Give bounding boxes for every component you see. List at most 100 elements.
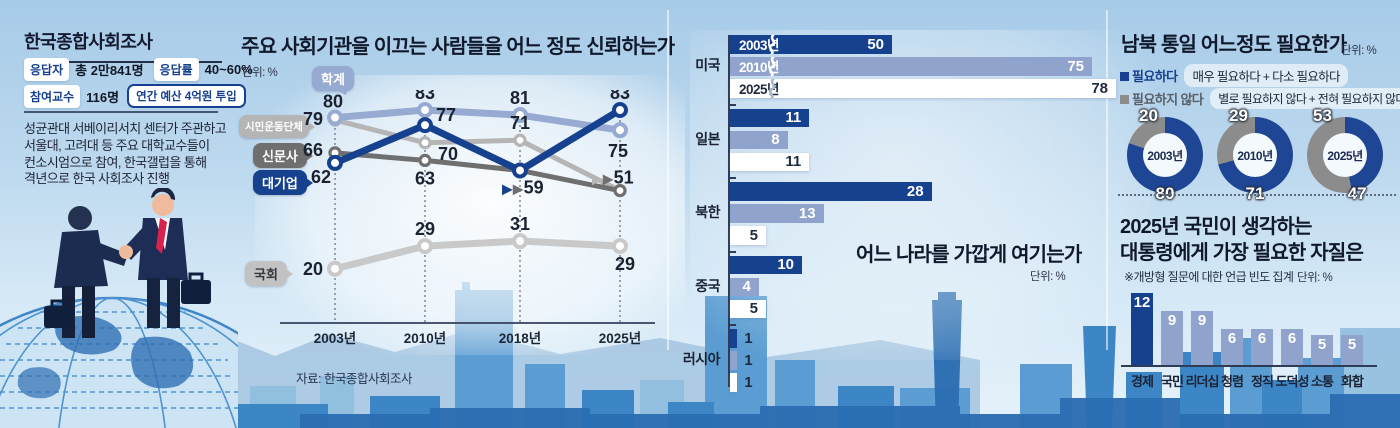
data-point <box>612 238 628 255</box>
value-label: 79 <box>303 109 323 129</box>
legend-row-not-need: 필요하지 않다 별로 필요하지 않다 + 전혀 필요하지 않다 <box>1120 88 1400 109</box>
legend-not-need-desc: 별로 필요하지 않다 + 전혀 필요하지 않다 <box>1210 88 1400 109</box>
president-chart-title-line1: 2025년 국민이 생각하는 <box>1120 216 1312 238</box>
legend-swatch-need <box>1120 72 1129 81</box>
line-시민운동단체 <box>332 117 623 194</box>
country-label: 미국 <box>695 57 720 73</box>
series-badge-national-assembly: 국회 <box>245 261 293 286</box>
donut-center-year: 2025년 <box>1323 133 1367 177</box>
x-axis-label: 2025년 <box>599 331 641 346</box>
divider <box>24 111 218 113</box>
bar-value: 1 <box>744 351 753 369</box>
quality-label: 정직 <box>1251 374 1274 389</box>
trust-chart-title: 주요 사회기관을 이끄는 사람들을 어느 정도 신뢰하는가 <box>241 36 675 58</box>
quality-label: 국민 <box>1161 374 1184 389</box>
bar-2025년: 1 <box>730 373 753 392</box>
businessman-left <box>44 206 128 338</box>
dotted-separator <box>1118 194 1396 196</box>
donut-label-need: 71 <box>1245 184 1265 203</box>
donut-center-year: 2003년 <box>1143 133 1187 177</box>
trust-chart-unit: 단위: % <box>242 67 278 79</box>
bar-value: 11 <box>785 109 802 127</box>
donut-center-year: 2010년 <box>1233 133 1277 177</box>
series-badge-civic-groups: 시민운동단체 <box>239 115 315 138</box>
country-label: 북한 <box>695 204 720 220</box>
x-axis-label: 2010년 <box>404 331 446 346</box>
series-label: 2010년 <box>739 60 779 76</box>
bar-value: 9 <box>1167 312 1177 329</box>
stat-label-professors: 참여교수 <box>24 84 81 108</box>
data-point <box>327 109 343 126</box>
data-point <box>418 153 432 168</box>
axis-break-mark <box>768 57 776 76</box>
bar-value: 6 <box>1257 330 1267 347</box>
line-국회 <box>331 237 624 273</box>
quality-bar-청렴: 6 <box>1221 329 1243 365</box>
bar-value: 75 <box>1067 57 1084 75</box>
value-label: 66 <box>303 140 323 160</box>
section-divider <box>1106 10 1108 350</box>
value-label: 62 <box>311 167 331 187</box>
line-학계 <box>331 106 624 134</box>
donut-2003년: 2003년 20 80 <box>1127 106 1203 203</box>
data-point <box>417 238 433 255</box>
data-point <box>417 117 433 134</box>
data-point <box>512 233 528 250</box>
donut-2010년: 2010년 29 71 <box>1217 106 1293 203</box>
value-label: 29 <box>415 219 435 239</box>
budget-badge: 연간 예산 4억원 투입 <box>127 84 246 108</box>
bar-2010년: 13 <box>730 204 824 223</box>
quality-bar-화합: 5 <box>1341 335 1363 365</box>
arrow-value-label: ▶▶59 <box>502 177 544 197</box>
series-badge-conglomerates: 대기업 <box>253 170 313 195</box>
donut-label-need: 47 <box>1347 184 1367 203</box>
bar-2010년: 2010년 75 <box>730 57 1092 76</box>
donut-label-not-need: 20 <box>1139 106 1158 125</box>
trust-line-chart: 2003년 2010년 2018년 2025년 80 83 81 75 79 70 71 66 63 62… <box>280 90 655 346</box>
arrow-value-label: ▶▶51 <box>592 168 634 188</box>
unification-title: 남북 통일 어느정도 필요한가 <box>1121 34 1347 56</box>
value-label: 20 <box>303 259 323 279</box>
quality-label: 도덕성 <box>1275 374 1310 389</box>
data-point <box>327 154 343 171</box>
value-label: 83 <box>610 90 630 103</box>
value-label: 81 <box>510 90 530 108</box>
quality-bar-정직: 6 <box>1251 329 1273 365</box>
line-신문사 <box>332 150 623 194</box>
quality-label: 청렴 <box>1221 374 1244 389</box>
quality-label: 화합 <box>1341 374 1364 389</box>
quality-label: 리더십 <box>1185 374 1220 389</box>
survey-title: 한국종합사회조사 <box>24 28 222 63</box>
axis-tick <box>728 103 736 106</box>
bar-2003년: 2003년 50 <box>730 35 892 54</box>
stat-value-professors: 116명 <box>86 89 120 105</box>
quality-label: 경제 <box>1131 374 1154 389</box>
value-label: 71 <box>510 113 530 133</box>
donut-label-need: 80 <box>1155 184 1175 203</box>
bar-value: 10 <box>777 256 794 274</box>
value-label: 83 <box>415 90 435 103</box>
quality-bar-도덕성: 6 <box>1281 329 1303 365</box>
country-label: 중국 <box>695 277 720 294</box>
value-label: 29 <box>615 254 635 274</box>
axis-tick <box>728 324 736 326</box>
value-label: 31 <box>510 214 530 234</box>
bar-value: 5 <box>749 226 758 244</box>
bar-value: 1 <box>744 329 753 347</box>
country-bar-chart: 미국 2003년 50 2010년 75 2025년 78 일본 11 8 11 북한 28 13 5 중국 1… <box>683 35 1138 392</box>
axis-tick <box>728 177 736 179</box>
legend-row-need: 필요하다 매우 필요하다 + 다소 필요하다 <box>1120 64 1348 87</box>
legend-swatch-not-need <box>1120 95 1129 104</box>
bar-2025년: 11 <box>730 152 810 171</box>
donut-label-not-need: 29 <box>1229 106 1248 125</box>
data-point <box>327 260 343 277</box>
stat-label-respondents: 응답자 <box>24 58 70 81</box>
data-point <box>512 162 528 179</box>
bar-2003년: 1 <box>730 329 753 348</box>
y-axis <box>728 35 730 387</box>
country-label: 일본 <box>695 130 720 147</box>
section-divider <box>667 10 669 350</box>
survey-description: 성균관대 서베이리서치 센터가 주관하고 서울대, 고려대 등 주요 대학교수들… <box>24 121 227 187</box>
quality-label: 소통 <box>1311 374 1334 389</box>
